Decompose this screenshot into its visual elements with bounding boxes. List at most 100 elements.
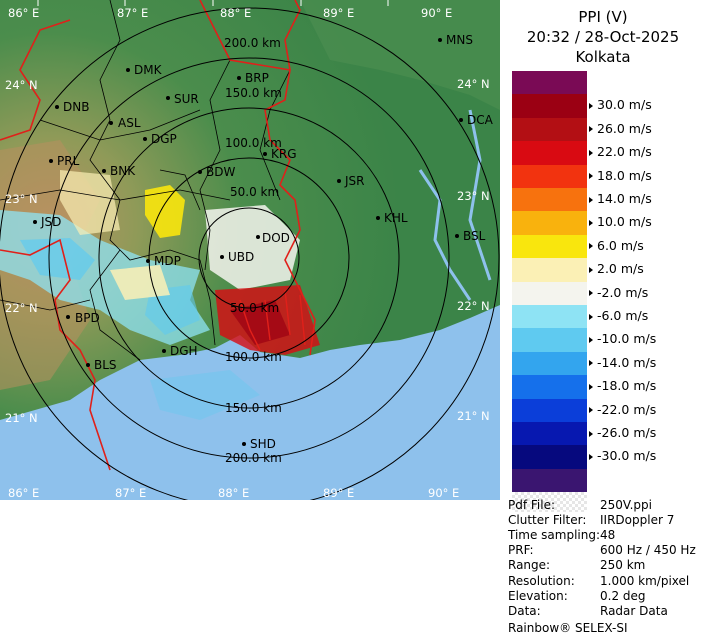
legend-label: 26.0 m/s	[589, 120, 652, 136]
lat-label-21-right: 21° N	[457, 409, 490, 423]
legend-swatch	[512, 71, 587, 95]
legend-arrow-icon	[589, 196, 593, 203]
legend-arrow-icon	[589, 243, 593, 250]
city-shd: SHD	[250, 437, 276, 451]
legend-arrow-icon	[589, 173, 593, 180]
city-khl: KHL	[384, 211, 408, 225]
city-krg: KRG	[271, 147, 297, 161]
legend-label-text: -18.0 m/s	[597, 378, 657, 394]
legend-swatch	[512, 375, 587, 400]
ring-label-100-bottom: 100.0 km	[225, 350, 282, 364]
international-border	[0, 0, 316, 471]
legend-swatch	[512, 445, 587, 470]
legend-label: 30.0 m/s	[589, 98, 652, 112]
ring-label-50-bottom: 50.0 km	[230, 301, 279, 315]
lon-label-88-bottom: 88° E	[218, 486, 249, 500]
legend-label-text: 26.0 m/s	[597, 120, 652, 136]
legend-swatch	[512, 422, 587, 446]
lat-label-24-right: 24° N	[457, 77, 490, 91]
city-jsr: JSR	[344, 174, 365, 188]
legend-label: -18.0 m/s	[589, 379, 656, 393]
radar-map-canvas: 86° E 87° E 88° E 89° E 90° E 86° E 87° …	[0, 0, 500, 509]
legend-label: -6.0 m/s	[589, 309, 648, 323]
legend-label-text: 10.0 m/s	[597, 214, 652, 230]
legend-swatch	[512, 305, 587, 329]
radar-map: 86° E 87° E 88° E 89° E 90° E 86° E 87° …	[0, 0, 500, 509]
legend-label: -14.0 m/s	[589, 354, 657, 370]
city-bnk: BNK	[110, 164, 136, 178]
lat-label-22-right: 22° N	[457, 299, 490, 313]
station-name: Kolkata	[575, 48, 631, 66]
info-value: 48	[600, 528, 616, 543]
terrain-north	[300, 0, 500, 110]
legend-label-text: 14.0 m/s	[597, 191, 652, 206]
legend-label: 10.0 m/s	[589, 215, 652, 229]
lon-label-89-bottom: 89° E	[323, 486, 354, 500]
legend-swatch	[512, 468, 587, 493]
legend-label-text: -14.0 m/s	[597, 354, 657, 370]
legend-label-text: -2.0 m/s	[597, 284, 649, 300]
legend-swatch	[512, 211, 587, 236]
city-markers: MNS DMK BRP DNB SUR DCA ASL DGP KRG PRL …	[33, 33, 494, 451]
info-value: IIRDoppler 7	[600, 513, 675, 528]
info-key: PRF:	[508, 543, 534, 558]
legend-swatch	[512, 258, 587, 283]
range-ring-200km	[48, 57, 450, 459]
info-value: 600 Hz / 450 Hz	[600, 543, 696, 558]
legend-swatch	[512, 141, 587, 166]
city-prl: PRL	[57, 154, 80, 168]
legend-swatch	[512, 281, 587, 306]
legend-label-text: 22.0 m/s	[597, 144, 652, 160]
legend-label-text: -22.0 m/s	[597, 401, 657, 417]
legend-arrow-icon	[589, 313, 593, 320]
legend-arrow-icon	[589, 266, 593, 273]
ring-label-100-top: 100.0 km	[225, 136, 282, 150]
city-dmk: DMK	[134, 63, 163, 77]
info-key: Resolution:	[508, 573, 575, 588]
river-lines	[418, 109, 492, 301]
info-value: 250V.ppi	[600, 498, 652, 512]
border-north	[284, 0, 301, 71]
info-key: Pdf File:	[508, 498, 556, 512]
ring-label-200-top: 200.0 km	[224, 36, 281, 50]
legend-swatch	[512, 117, 587, 142]
city-mns: MNS	[446, 33, 473, 47]
city-bpd: BPD	[75, 311, 100, 325]
product-title: PPI (V)	[578, 8, 628, 26]
city-dnb: DNB	[63, 100, 89, 114]
info-value: 250 km	[600, 558, 646, 573]
legend-swatch	[512, 94, 587, 119]
legend-arrow-icon	[589, 126, 593, 133]
legend-label: 22.0 m/s	[589, 145, 652, 159]
city-ubd: UBD	[228, 250, 254, 264]
legend-arrow-icon	[589, 383, 593, 390]
lat-label-24: 24° N	[5, 78, 38, 92]
city-mdp: MDP	[154, 254, 181, 268]
legend-label: 6.0 m/s	[589, 238, 644, 253]
lat-label-23: 23° N	[5, 192, 38, 206]
legend-swatch	[512, 328, 587, 353]
lon-label-90: 90° E	[421, 6, 452, 20]
lon-label-89: 89° E	[323, 6, 354, 20]
legend-label: 2.0 m/s	[589, 262, 644, 276]
city-bdw: BDW	[206, 165, 235, 179]
footer-credit: Rainbow® SELEX-SI	[508, 621, 628, 635]
range-ring-100km	[148, 157, 350, 359]
range-ring-50km	[198, 207, 300, 309]
legend-swatch	[512, 398, 587, 423]
legend-label-text: 2.0 m/s	[597, 261, 644, 277]
legend-label: -10.0 m/s	[589, 332, 656, 346]
city-jsd: JSD	[40, 215, 61, 229]
legend-arrow-icon	[589, 430, 593, 437]
lon-label-86-bottom: 86° E	[8, 486, 39, 500]
legend-swatch	[512, 234, 587, 259]
city-dgp: DGP	[151, 132, 177, 146]
lon-label-88: 88° E	[220, 6, 251, 20]
legend-label-text: 18.0 m/s	[597, 167, 652, 183]
legend-label-text: -6.0 m/s	[597, 308, 649, 323]
range-rings	[0, 7, 500, 509]
info-panel: PPI (V) 20:32 / 28-Oct-2025 Kolkata 30.0…	[500, 0, 706, 642]
legend-swatch	[512, 351, 587, 376]
lat-label-23-right: 23° N	[457, 189, 490, 203]
city-bls: BLS	[94, 358, 117, 372]
